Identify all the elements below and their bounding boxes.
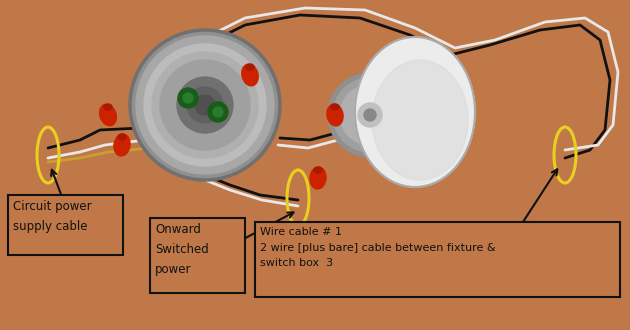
Ellipse shape [114,134,130,156]
Circle shape [333,78,407,152]
Circle shape [183,93,193,103]
Ellipse shape [355,37,475,187]
Ellipse shape [310,167,326,189]
Ellipse shape [327,104,343,126]
Ellipse shape [242,64,258,86]
FancyBboxPatch shape [255,222,620,297]
FancyBboxPatch shape [8,195,123,255]
FancyBboxPatch shape [150,218,245,293]
Ellipse shape [100,104,117,126]
Circle shape [364,109,376,121]
Circle shape [144,44,266,166]
Ellipse shape [372,60,468,180]
Circle shape [152,52,258,158]
Circle shape [328,73,412,157]
Circle shape [195,95,215,115]
Circle shape [130,30,280,180]
Circle shape [136,36,274,174]
Ellipse shape [331,104,339,110]
Ellipse shape [118,134,126,140]
Circle shape [177,77,233,133]
Text: Wire cable # 1
2 wire [plus bare] cable between fixture &
switch box  3: Wire cable # 1 2 wire [plus bare] cable … [260,227,496,268]
Ellipse shape [104,104,112,110]
Text: Circuit power
supply cable: Circuit power supply cable [13,200,91,233]
Circle shape [208,102,228,122]
Circle shape [358,103,382,127]
Circle shape [213,107,223,117]
Circle shape [178,88,198,108]
Circle shape [160,60,250,150]
Circle shape [187,87,223,123]
Ellipse shape [246,64,254,70]
Text: Onward
Switched
power: Onward Switched power [155,223,209,276]
Ellipse shape [314,167,322,173]
Circle shape [340,85,400,145]
